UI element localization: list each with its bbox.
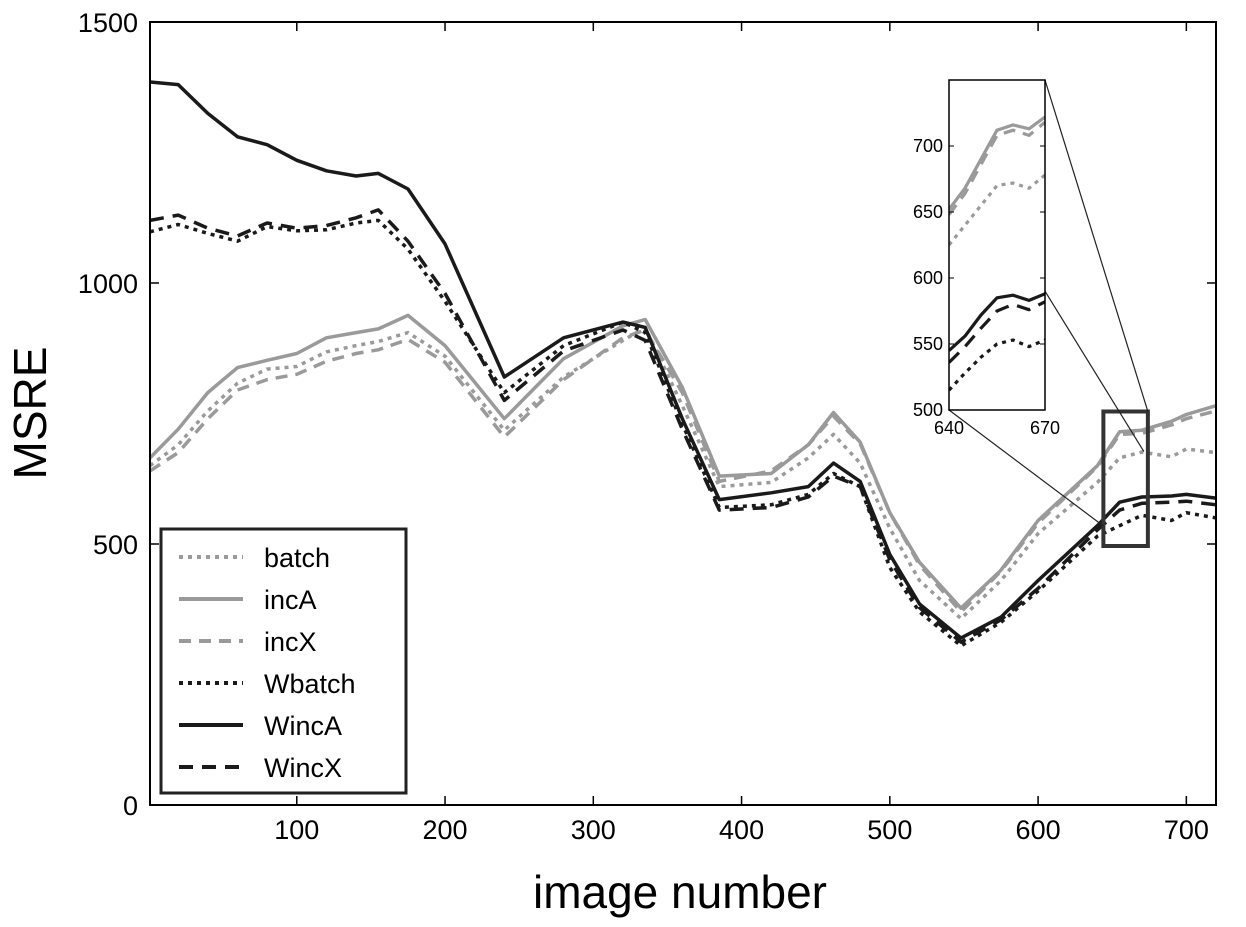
legend-label: batch <box>264 543 330 573</box>
legend-label: WincA <box>264 711 342 741</box>
legend-label: Wbatch <box>264 669 356 699</box>
inset-y-tick-label: 700 <box>913 136 943 156</box>
legend-item-winca: WincA <box>179 711 342 741</box>
legend-label: incX <box>264 627 317 657</box>
legend-item-inca: incA <box>179 585 317 615</box>
x-tick-label: 600 <box>1016 815 1061 845</box>
legend-item-wbatch: Wbatch <box>179 669 356 699</box>
legend-label: incA <box>264 585 317 615</box>
legend-box <box>159 527 408 795</box>
inset-chart: 500 550 600 650 700 640 670 <box>913 79 1060 438</box>
y-tick-label: 1500 <box>78 8 138 38</box>
main-series-layer <box>150 80 1216 648</box>
y-tick-label: 0 <box>123 791 138 821</box>
y-tick-label: 1000 <box>78 269 138 299</box>
series-line-incx <box>150 328 1216 614</box>
x-tick-label: 100 <box>274 815 319 845</box>
inset-series-line-wbatch <box>949 338 1045 392</box>
zoom-region-box <box>1101 409 1150 548</box>
inset-y-tick-label: 600 <box>913 268 943 288</box>
inset-series-line-inca <box>949 115 1045 211</box>
inset-series-line-winca <box>949 292 1045 352</box>
legend-label: WincX <box>264 753 342 783</box>
x-tick-label: 200 <box>423 815 468 845</box>
inset-x-tick-label: 670 <box>1030 418 1060 438</box>
inset-series-line-wincx <box>949 300 1045 364</box>
legend-item-incx: incX <box>179 627 317 657</box>
axis-ticks: 100 200 300 400 500 600 700 0 500 1000 1500 <box>78 8 1216 845</box>
plot-area-frame <box>149 21 1217 806</box>
inset-y-tick-label: 500 <box>913 400 943 420</box>
inset-series-line-incx <box>949 120 1045 216</box>
series-line-winca <box>150 80 1216 640</box>
legend-item-batch: batch <box>179 543 330 573</box>
inset-series-layer <box>949 115 1045 392</box>
series-line-wincx <box>150 208 1216 644</box>
inset-series-line-batch <box>949 173 1045 247</box>
y-axis-title: MSRE <box>4 347 56 480</box>
x-tick-label: 300 <box>571 815 616 845</box>
x-tick-label: 500 <box>867 815 912 845</box>
inset-x-tick-label: 640 <box>934 418 964 438</box>
legend-item-wincx: WincX <box>179 753 342 783</box>
x-tick-label: 700 <box>1164 815 1209 845</box>
legend: batch incA incX Wbatch WincA WincX <box>159 527 408 795</box>
connector-line <box>948 409 1104 527</box>
inset-frame <box>948 79 1046 411</box>
connector-line <box>1044 79 1149 412</box>
connector-line <box>1044 290 1145 452</box>
x-tick-label: 400 <box>719 815 764 845</box>
y-tick-label: 500 <box>93 530 138 560</box>
inset-axis-ticks: 500 550 600 650 700 640 670 <box>913 136 1060 438</box>
inset-y-tick-label: 550 <box>913 334 943 354</box>
x-axis-title: image number <box>533 866 827 918</box>
inset-y-tick-label: 650 <box>913 202 943 222</box>
inset-connector-lines <box>948 79 1149 527</box>
